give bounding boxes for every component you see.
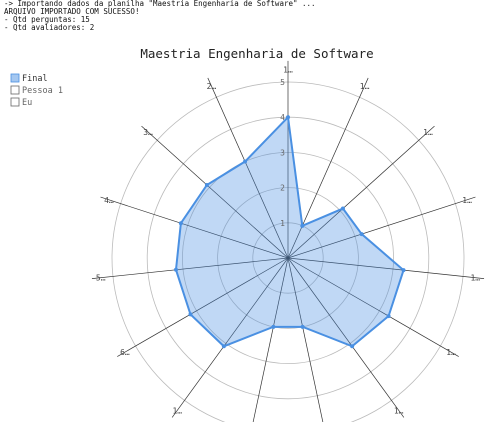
axis-label: 1… <box>360 82 370 91</box>
data-point <box>271 324 276 329</box>
data-point <box>221 344 226 349</box>
data-point <box>188 312 193 317</box>
series-area <box>174 115 405 348</box>
console-line: -> Importando dados da planilha "Maestri… <box>4 0 316 8</box>
legend-swatch <box>10 73 20 83</box>
spoke <box>287 196 476 259</box>
legend-swatch <box>10 85 20 95</box>
chart-title: Maestria Engenharia de Software <box>140 46 373 61</box>
data-point <box>401 268 406 273</box>
axis-label: 2… <box>207 82 217 91</box>
legend-swatch <box>10 97 20 107</box>
spoke <box>287 257 405 418</box>
legend-label: Final <box>22 74 48 84</box>
spoke <box>287 257 459 357</box>
console-line: - Qtd perguntas: 15 <box>4 15 90 24</box>
data-point <box>300 324 305 329</box>
r-tick-label: 1 <box>280 219 285 228</box>
console-line: ARQUIVO IMPORTADO COM SUCESSO! <box>4 7 140 16</box>
console-output: -> Importando dados da planilha "Maestri… <box>4 0 316 32</box>
spoke <box>91 257 289 279</box>
data-point <box>173 267 178 272</box>
data-point <box>340 206 345 211</box>
spoke <box>141 125 289 259</box>
data-point <box>204 182 209 187</box>
legend-label: Eu <box>22 98 32 108</box>
axis-label: 4… <box>104 196 114 205</box>
axis-label: 1… <box>423 128 433 137</box>
spoke <box>287 257 485 279</box>
data-point <box>286 115 290 120</box>
spoke <box>171 257 289 418</box>
console-line: - Qtd avaliadores: 2 <box>4 23 95 32</box>
spoke <box>287 77 369 259</box>
r-tick-label: 2 <box>280 184 285 193</box>
spoke <box>287 125 435 259</box>
spoke <box>252 257 289 422</box>
axis-label: 3… <box>143 128 153 137</box>
data-point <box>178 221 183 226</box>
r-tick-label: 3 <box>280 148 285 157</box>
axis-label: 1… <box>394 406 404 415</box>
spoke <box>287 257 324 422</box>
data-point <box>300 223 305 228</box>
spoke <box>207 77 289 259</box>
axis-label: 6… <box>120 348 130 357</box>
r-tick-label: 4 <box>280 113 285 122</box>
axis-label: 1… <box>446 348 456 357</box>
axis-label: 1… <box>462 196 472 205</box>
data-point <box>243 159 248 164</box>
spoke <box>100 196 289 259</box>
data-point <box>350 344 355 349</box>
data-point <box>386 314 391 319</box>
axis-label: 1… <box>470 274 480 283</box>
spoke <box>117 257 289 357</box>
data-point <box>359 232 364 237</box>
r-tick-label: 5 <box>280 78 285 87</box>
axis-label: 1… <box>283 66 293 75</box>
legend-label: Pessoa 1 <box>22 86 63 96</box>
axis-label: 1… <box>172 406 182 415</box>
axis-label: 5… <box>96 274 106 283</box>
